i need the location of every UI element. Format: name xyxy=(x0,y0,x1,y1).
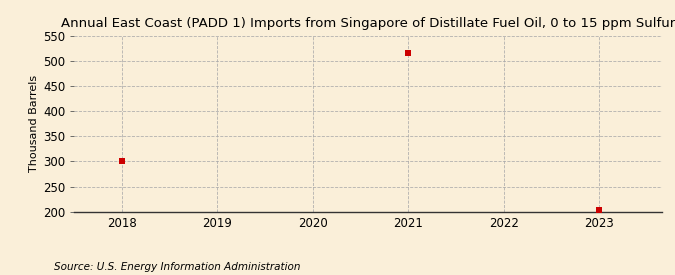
Y-axis label: Thousand Barrels: Thousand Barrels xyxy=(29,75,38,172)
Point xyxy=(403,51,414,56)
Point xyxy=(594,208,605,212)
Text: Source: U.S. Energy Information Administration: Source: U.S. Energy Information Administ… xyxy=(54,262,300,272)
Point xyxy=(117,159,128,164)
Title: Annual East Coast (PADD 1) Imports from Singapore of Distillate Fuel Oil, 0 to 1: Annual East Coast (PADD 1) Imports from … xyxy=(61,17,675,31)
